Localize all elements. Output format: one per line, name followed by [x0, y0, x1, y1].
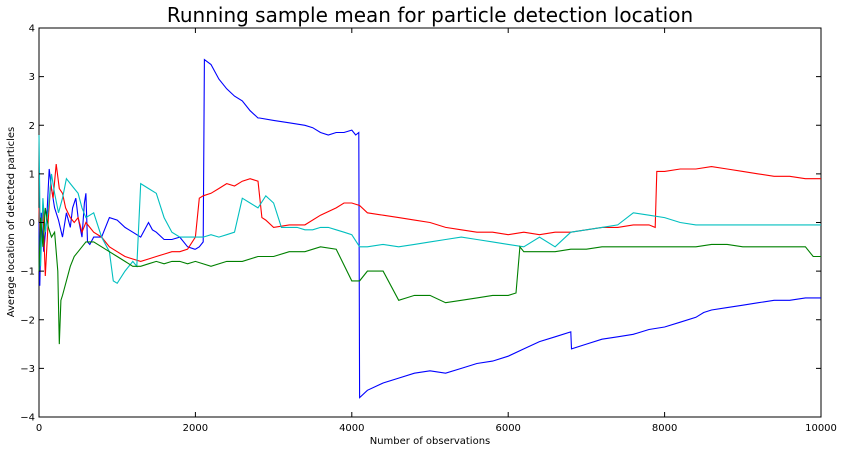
x-tick-label: 6000 — [495, 423, 520, 434]
y-tick-label: −3 — [20, 364, 35, 375]
x-tick-label: 0 — [36, 423, 42, 434]
y-tick-label: 0 — [29, 218, 35, 229]
x-axis-label: Number of observations — [370, 436, 491, 447]
y-axis-label: Average location of detected particles — [6, 127, 17, 318]
y-tick-label: −4 — [20, 413, 35, 424]
tick-layer: 0 2000 4000 6000 8000 10000 −4 −3 −2 −1 0 1 2 3 4 — [20, 24, 837, 435]
x-tick-label: 4000 — [339, 423, 364, 434]
x-tick-label: 8000 — [652, 423, 677, 434]
series-line-3 — [38, 134, 821, 285]
y-tick-label: −1 — [20, 267, 35, 278]
x-tick-label: 10000 — [805, 423, 837, 434]
series-line-2 — [38, 164, 821, 277]
y-tick-label: 3 — [29, 72, 35, 83]
chart-title: Running sample mean for particle detecti… — [167, 3, 693, 27]
series-line-1 — [38, 58, 821, 399]
y-tick-label: 1 — [29, 169, 35, 180]
series-layer — [38, 58, 821, 399]
x-tick-label: 2000 — [183, 423, 208, 434]
y-tick-label: 2 — [29, 121, 35, 132]
y-tick-label: −2 — [20, 315, 35, 326]
series-line-4 — [38, 207, 821, 345]
y-tick-label: 4 — [29, 24, 35, 35]
